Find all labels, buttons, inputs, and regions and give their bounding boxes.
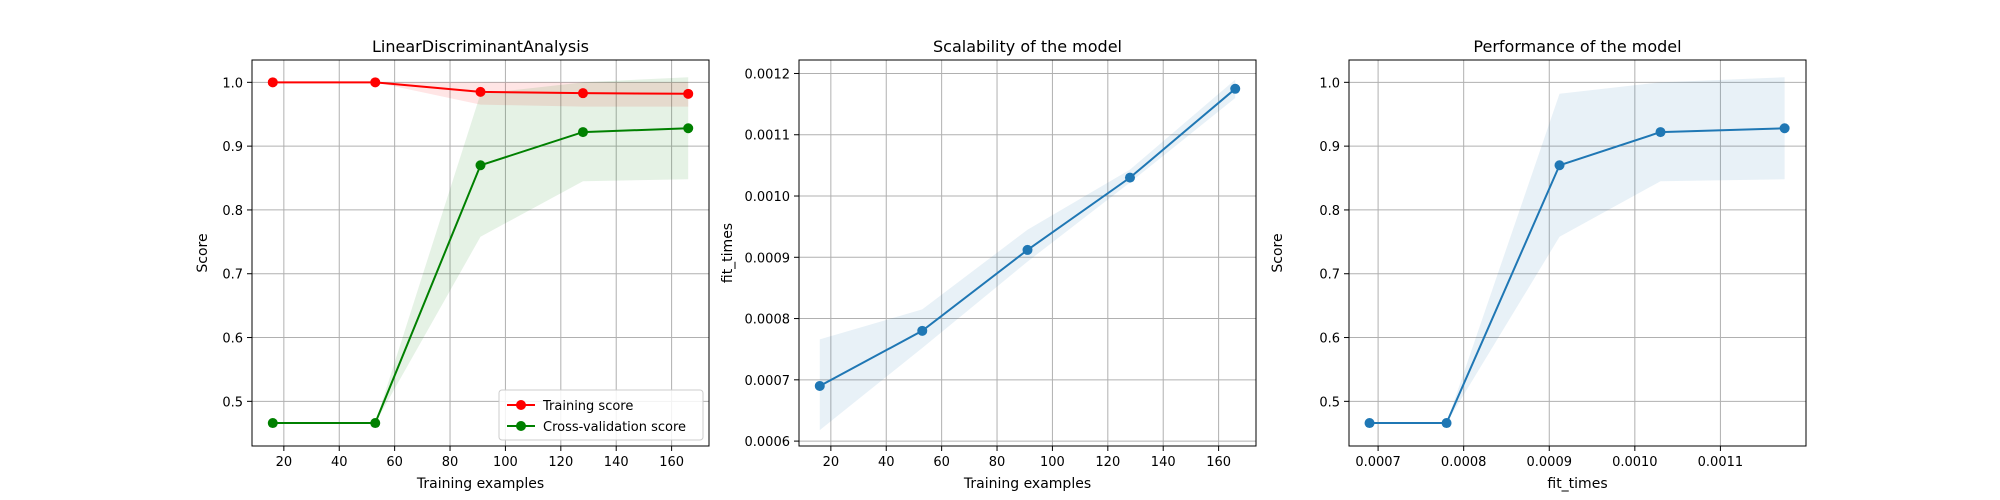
legend-marker bbox=[516, 400, 526, 410]
data-point bbox=[475, 160, 486, 171]
y-tick-label: 0.5 bbox=[1319, 395, 1340, 410]
y-tick-label: 0.7 bbox=[222, 268, 243, 283]
data-point bbox=[370, 77, 381, 88]
data-point bbox=[577, 127, 588, 138]
data-point bbox=[1364, 418, 1375, 429]
y-tick-label: 0.0011 bbox=[745, 129, 791, 144]
y-tick-label: 1.0 bbox=[1319, 76, 1340, 91]
x-tick-label: 0.0010 bbox=[1612, 455, 1658, 470]
y-tick-label: 0.6 bbox=[222, 332, 243, 347]
data-point bbox=[1022, 244, 1033, 255]
x-tick-label: 0.0007 bbox=[1355, 455, 1401, 470]
x-tick-label: 60 bbox=[386, 455, 403, 470]
data-point bbox=[370, 418, 381, 429]
legend-entry: Training score bbox=[542, 399, 633, 414]
confidence-band-2 bbox=[272, 77, 689, 424]
chart-panel-3: 0.0007 0.0008 0.0009 0.0010 0.0011 0.5 0.6 0.7 0… bbox=[1270, 37, 1807, 492]
chart-title: Scalability of the model bbox=[933, 37, 1122, 56]
x-tick-label: 120 bbox=[548, 455, 573, 470]
axes-frame bbox=[798, 59, 1257, 447]
data-point bbox=[683, 123, 694, 134]
y-axis-label: Score bbox=[1270, 233, 1286, 272]
y-tick-label: 0.0008 bbox=[745, 313, 791, 328]
data-point bbox=[1554, 160, 1565, 171]
y-axis-label: Score bbox=[195, 233, 211, 272]
x-axis-label: Training examples bbox=[963, 476, 1091, 492]
x-tick-label: 40 bbox=[878, 455, 895, 470]
x-tick-label: 40 bbox=[331, 455, 348, 470]
axes-frame bbox=[251, 59, 710, 447]
x-tick-label: 160 bbox=[1206, 455, 1231, 470]
x-tick-label: 100 bbox=[493, 455, 518, 470]
y-axis-label: fit_times bbox=[720, 223, 736, 283]
chart-title: LinearDiscriminantAnalysis bbox=[372, 37, 589, 56]
x-tick-label: 120 bbox=[1095, 455, 1120, 470]
y-tick-label: 0.8 bbox=[222, 204, 243, 219]
legend-marker bbox=[516, 421, 526, 431]
y-tick-label: 0.0007 bbox=[745, 374, 791, 389]
x-tick-label: 60 bbox=[933, 455, 950, 470]
data-point bbox=[814, 380, 825, 391]
data-point bbox=[917, 325, 928, 336]
chart-panel-2: 20 40 60 80 100 120 140 160 0.0006 0.0007 0.0008 0.… bbox=[720, 37, 1257, 492]
x-tick-label: 80 bbox=[989, 455, 1006, 470]
y-tick-label: 0.5 bbox=[222, 395, 243, 410]
chart-title: Performance of the model bbox=[1473, 37, 1681, 56]
data-point bbox=[1124, 172, 1135, 183]
y-tick-label: 0.9 bbox=[222, 140, 243, 155]
chart-panel-1: 20 40 60 80 100 120 140 160 0.5 0.6 0.7 0.8 0.9 1.0 Li… bbox=[195, 37, 710, 492]
data-point bbox=[577, 88, 588, 99]
data-point bbox=[267, 418, 278, 429]
data-point bbox=[1779, 123, 1790, 134]
y-tick-label: 0.0006 bbox=[745, 435, 791, 450]
x-tick-label: 20 bbox=[823, 455, 840, 470]
x-axis-label: fit_times bbox=[1547, 476, 1607, 492]
data-point bbox=[1230, 83, 1241, 94]
y-tick-label: 0.8 bbox=[1319, 204, 1340, 219]
x-tick-label: 80 bbox=[442, 455, 459, 470]
x-tick-label: 20 bbox=[276, 455, 293, 470]
y-tick-label: 0.0012 bbox=[745, 67, 791, 82]
y-tick-label: 0.7 bbox=[1319, 268, 1340, 283]
y-tick-label: 0.0009 bbox=[745, 251, 791, 266]
x-tick-label: 0.0009 bbox=[1527, 455, 1573, 470]
legend-box bbox=[498, 389, 704, 441]
axes-frame bbox=[1348, 59, 1807, 447]
x-tick-label: 140 bbox=[1151, 455, 1176, 470]
confidence-band-1 bbox=[1369, 77, 1785, 424]
data-point bbox=[1655, 127, 1666, 138]
y-tick-label: 1.0 bbox=[222, 76, 243, 91]
y-tick-label: 0.9 bbox=[1319, 140, 1340, 155]
x-tick-label: 0.0008 bbox=[1441, 455, 1487, 470]
x-tick-label: 160 bbox=[659, 455, 684, 470]
x-axis-label: Training examples bbox=[416, 476, 544, 492]
data-point bbox=[267, 77, 278, 88]
x-tick-label: 100 bbox=[1040, 455, 1065, 470]
data-point bbox=[475, 86, 486, 97]
x-tick-label: 0.0011 bbox=[1698, 455, 1744, 470]
data-point bbox=[683, 88, 694, 99]
x-tick-label: 140 bbox=[604, 455, 629, 470]
y-tick-label: 0.6 bbox=[1319, 332, 1340, 347]
data-point bbox=[1441, 418, 1452, 429]
legend-entry: Cross-validation score bbox=[543, 420, 686, 435]
legend: Training score Cross-validation score bbox=[498, 389, 704, 441]
y-tick-label: 0.0010 bbox=[745, 190, 791, 205]
